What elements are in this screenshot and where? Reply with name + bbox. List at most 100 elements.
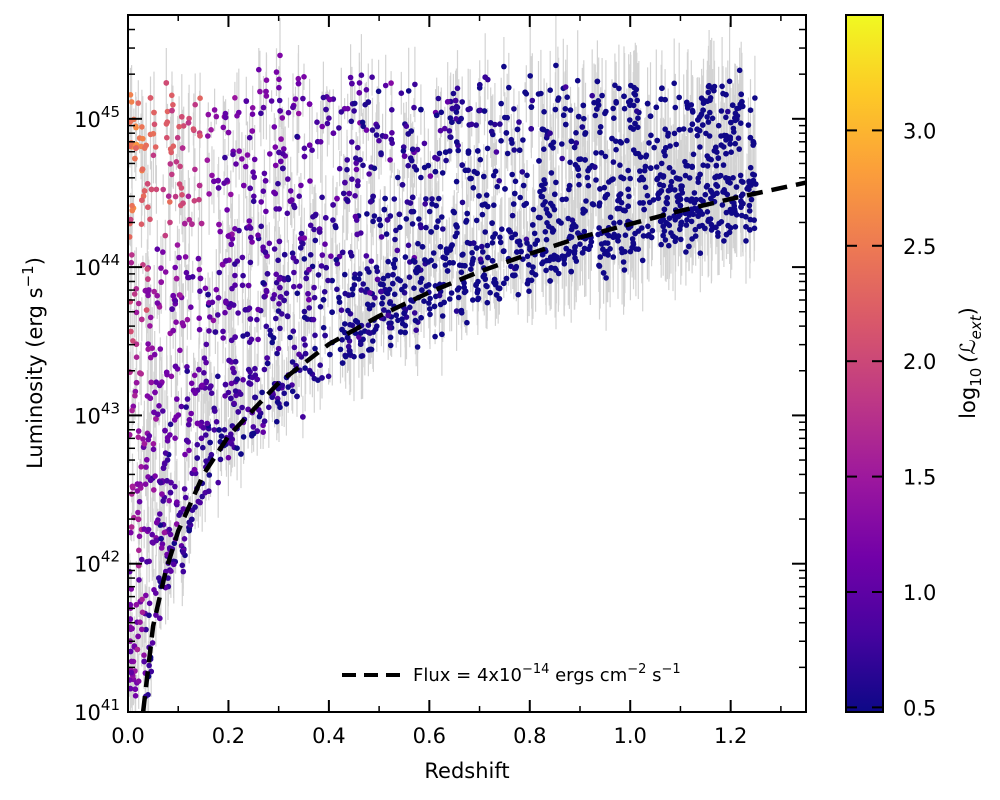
data-point (447, 247, 453, 253)
data-point (675, 198, 681, 205)
data-point (213, 286, 220, 293)
data-point (527, 246, 533, 253)
data-point (290, 254, 297, 261)
data-point (473, 217, 480, 224)
y-axis: 1041 1042 1043 1044 1045 (74, 14, 806, 725)
data-point (183, 404, 189, 410)
data-point (402, 254, 409, 260)
y-tick-label: 1045 (74, 103, 120, 132)
data-point (616, 192, 622, 199)
data-point (562, 106, 569, 112)
data-point (370, 338, 376, 344)
data-point (311, 294, 318, 301)
data-point (383, 231, 390, 237)
data-point (488, 128, 495, 135)
data-point (306, 296, 312, 303)
data-point (218, 433, 225, 440)
data-point (198, 435, 205, 442)
data-point (491, 202, 497, 208)
data-point (512, 231, 518, 238)
data-point (708, 227, 715, 233)
data-point (661, 206, 668, 213)
data-point (215, 177, 221, 184)
data-point (312, 332, 318, 339)
data-point (336, 165, 343, 172)
data-point (526, 262, 532, 268)
data-point (602, 110, 608, 117)
data-point (255, 336, 261, 343)
data-point (704, 182, 711, 189)
data-point (551, 252, 557, 259)
data-point (510, 272, 516, 279)
data-point (302, 350, 309, 357)
data-point (695, 213, 701, 219)
data-point (477, 82, 483, 88)
data-point (677, 226, 683, 233)
data-point (411, 164, 418, 170)
data-point (309, 263, 316, 270)
data-point (207, 314, 213, 320)
data-point (378, 150, 384, 156)
data-point (295, 110, 302, 117)
data-point (320, 324, 327, 331)
data-point (224, 177, 230, 184)
data-point (185, 120, 192, 126)
data-point (129, 252, 135, 258)
data-point (207, 439, 213, 446)
data-point (169, 92, 175, 99)
data-point (459, 252, 466, 258)
data-point (428, 229, 434, 235)
data-point (705, 89, 712, 96)
colorbar-title-log: log (956, 387, 980, 419)
data-point (205, 291, 211, 298)
data-point (429, 201, 435, 207)
data-point (393, 312, 400, 319)
data-point (503, 275, 510, 282)
data-point (374, 276, 381, 283)
data-point (260, 429, 267, 436)
data-point (637, 154, 644, 160)
data-point (702, 191, 709, 198)
data-point (241, 182, 247, 189)
data-point (162, 427, 168, 434)
data-point (163, 121, 170, 127)
data-point (612, 82, 618, 89)
data-point (672, 104, 679, 111)
data-point (274, 399, 281, 405)
data-point (498, 138, 504, 144)
data-point (565, 215, 571, 222)
data-point (192, 101, 198, 108)
data-point (147, 354, 154, 361)
data-point (746, 208, 753, 214)
data-point (706, 82, 712, 89)
data-point (294, 290, 301, 297)
data-point (559, 141, 565, 147)
data-point (597, 129, 603, 136)
data-point (143, 307, 150, 313)
data-point (129, 407, 135, 414)
data-point (374, 123, 381, 130)
data-point (274, 350, 280, 357)
data-point (196, 315, 202, 322)
data-point (739, 191, 746, 198)
data-point (635, 115, 641, 121)
data-point (307, 178, 313, 184)
data-point (401, 310, 407, 317)
data-point (355, 182, 361, 189)
data-point (597, 254, 603, 260)
data-point (481, 108, 488, 114)
data-point (497, 234, 503, 241)
data-point (191, 372, 198, 379)
data-point (401, 153, 408, 159)
data-point (180, 200, 186, 206)
data-point (418, 224, 424, 231)
data-point (654, 137, 660, 144)
colorbar-title: log10 (ℒext) (956, 307, 985, 419)
data-point (562, 84, 569, 90)
data-point (229, 285, 235, 292)
data-point (634, 97, 640, 104)
data-point (344, 166, 350, 173)
data-point (128, 432, 133, 438)
data-point (128, 601, 134, 608)
data-point (319, 194, 325, 201)
